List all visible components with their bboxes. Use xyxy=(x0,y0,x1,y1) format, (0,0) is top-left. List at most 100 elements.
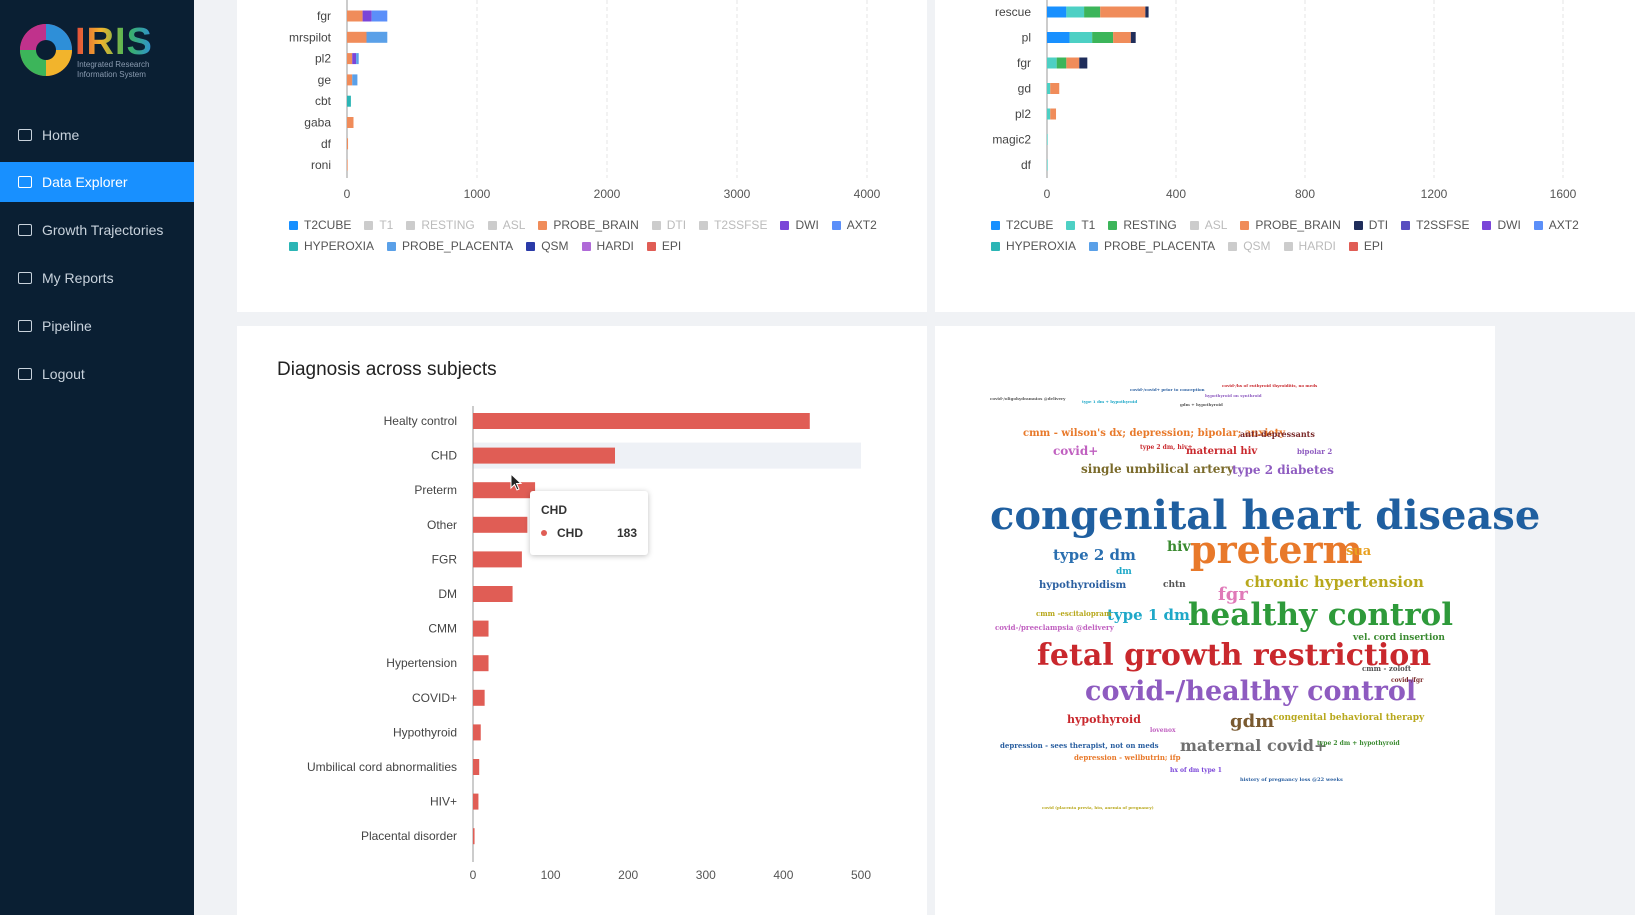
legend-item-axt2[interactable]: AXT2 xyxy=(831,218,877,232)
sidebar-item-growth-trajectories[interactable]: Growth Trajectories xyxy=(0,210,194,250)
legend-item-probe_brain[interactable]: PROBE_BRAIN xyxy=(538,218,639,232)
stacked-bar-segment[interactable] xyxy=(1100,6,1146,18)
legend-item-t1[interactable]: T1 xyxy=(364,218,393,232)
diagnosis-bar[interactable] xyxy=(473,689,485,706)
legend-item-t2cube[interactable]: T2CUBE xyxy=(289,218,351,232)
legend-item-hyperoxia[interactable]: HYPEROXIA xyxy=(991,239,1076,253)
legend-item-dwi[interactable]: DWI xyxy=(780,218,819,232)
stacked-bar-segment[interactable] xyxy=(1084,6,1101,18)
legend-item-epi[interactable]: EPI xyxy=(646,239,681,253)
stacked-bar-segment[interactable] xyxy=(347,95,351,107)
wordcloud-word: covid-/hx of euthyroid thyroiditis, no m… xyxy=(1222,383,1318,388)
diagnosis-bar[interactable] xyxy=(473,482,536,499)
stacked-bar-segment[interactable] xyxy=(1066,6,1085,18)
stacked-bar-segment[interactable] xyxy=(1050,83,1060,94)
mouse-cursor-icon xyxy=(510,473,523,491)
stacked-bar-segment[interactable] xyxy=(347,138,349,150)
legend-swatch xyxy=(1228,241,1238,251)
legend-swatch xyxy=(1283,241,1293,251)
stacked-bar-segment[interactable] xyxy=(352,74,358,86)
legend-item-qsm[interactable]: QSM xyxy=(526,239,569,253)
legend-swatch xyxy=(487,220,497,230)
y-category-label: Placental disorder xyxy=(361,829,457,843)
stacked-bar-segment[interactable] xyxy=(1047,83,1051,94)
modality-bar-chart-left: 0 1000 2000 3000 4000 fgr mrspilot pl2 ge cbt gaba… xyxy=(289,0,881,200)
legend-item-hardi[interactable]: HARDI xyxy=(1283,239,1336,253)
diagnosis-bar[interactable] xyxy=(473,724,481,741)
stacked-bar-segment[interactable] xyxy=(1047,57,1057,69)
legend-item-t2cube[interactable]: T2CUBE xyxy=(991,218,1053,232)
iris-logo[interactable]: IRIS Integrated Research Information Sys… xyxy=(20,22,190,82)
stacked-bar-segment[interactable] xyxy=(362,10,372,22)
legend-item-probe_placenta[interactable]: PROBE_PLACENTA xyxy=(387,239,513,253)
sidebar-item-home[interactable]: Home xyxy=(0,115,194,155)
stacked-bar-segment[interactable] xyxy=(371,10,388,22)
wordcloud-word: sua xyxy=(1346,544,1372,559)
stacked-bar-segment[interactable] xyxy=(347,31,367,43)
stacked-bar-segment[interactable] xyxy=(1056,57,1067,69)
stacked-bar-segment[interactable] xyxy=(347,10,363,22)
stacked-bar-segment[interactable] xyxy=(347,159,348,171)
legend-item-hardi[interactable]: HARDI xyxy=(581,239,634,253)
legend-label: T2CUBE xyxy=(1006,218,1054,232)
sidebar-item-data-explorer[interactable]: Data Explorer xyxy=(0,162,194,202)
legend-item-hyperoxia[interactable]: HYPEROXIA xyxy=(289,239,374,253)
x-tick-label: 400 xyxy=(773,868,793,882)
diagnosis-bar[interactable] xyxy=(473,828,475,845)
stacked-bar-segment[interactable] xyxy=(356,53,359,65)
diagnosis-bar[interactable] xyxy=(473,516,528,533)
diagnosis-bar[interactable] xyxy=(473,793,479,810)
stacked-bar-segment[interactable] xyxy=(1047,108,1051,120)
legend-swatch xyxy=(581,241,591,251)
sidebar-item-logout[interactable]: Logout xyxy=(0,354,194,394)
legend-item-dti[interactable]: DTI xyxy=(1353,218,1388,232)
wordcloud-word: chtn xyxy=(1163,580,1186,590)
stacked-bar-segment[interactable] xyxy=(1092,32,1114,43)
stacked-bar-segment[interactable] xyxy=(1050,108,1057,120)
legend-swatch xyxy=(526,241,536,251)
stacked-bar-segment[interactable] xyxy=(347,117,354,128)
logo-subtitle: Integrated Research Information System xyxy=(77,60,150,79)
stacked-bar-segment[interactable] xyxy=(1145,6,1149,18)
stacked-bar-segment[interactable] xyxy=(1079,57,1088,69)
diagnosis-bar[interactable] xyxy=(473,447,616,464)
stacked-bar-segment[interactable] xyxy=(347,53,353,65)
stacked-bar-segment[interactable] xyxy=(352,53,357,65)
diagnosis-bar[interactable] xyxy=(473,551,522,568)
y-category-label: df xyxy=(321,137,332,151)
diagnosis-bar[interactable] xyxy=(473,655,489,672)
stacked-bar-segment[interactable] xyxy=(1069,32,1093,43)
stacked-bar-segment[interactable] xyxy=(1047,6,1067,18)
legend-item-t2ssfse[interactable]: T2SSFSE xyxy=(699,218,767,232)
wordcloud-word: fetal growth restriction xyxy=(1037,638,1432,673)
diagnosis-bar[interactable] xyxy=(473,759,480,775)
legend-item-axt2[interactable]: AXT2 xyxy=(1533,218,1579,232)
diagnosis-bar[interactable] xyxy=(473,413,810,429)
legend-item-resting[interactable]: RESTING xyxy=(406,218,475,232)
legend-item-probe_brain[interactable]: PROBE_BRAIN xyxy=(1240,218,1341,232)
stacked-bar-segment[interactable] xyxy=(1047,134,1048,145)
diagnosis-bar[interactable] xyxy=(473,620,489,637)
legend-item-dti[interactable]: DTI xyxy=(651,218,686,232)
sidebar-item-pipeline[interactable]: Pipeline xyxy=(0,306,194,346)
stacked-bar-segment[interactable] xyxy=(1066,57,1080,69)
stacked-bar-segment[interactable] xyxy=(1113,32,1131,43)
legend-item-t2ssfse[interactable]: T2SSFSE xyxy=(1401,218,1469,232)
legend-item-resting[interactable]: RESTING xyxy=(1108,218,1177,232)
sidebar-item-my-reports[interactable]: My Reports xyxy=(0,258,194,298)
stacked-bar-segment[interactable] xyxy=(1047,32,1070,43)
y-category-label: COVID+ xyxy=(412,691,457,705)
wordcloud-word: healthy control xyxy=(1188,597,1453,633)
stacked-bar-segment[interactable] xyxy=(347,74,353,86)
legend-item-asl[interactable]: ASL xyxy=(1189,218,1227,232)
legend-item-epi[interactable]: EPI xyxy=(1348,239,1383,253)
stacked-bar-segment[interactable] xyxy=(1130,32,1136,43)
legend-item-probe_placenta[interactable]: PROBE_PLACENTA xyxy=(1089,239,1215,253)
stacked-bar-segment[interactable] xyxy=(1047,159,1048,171)
legend-item-qsm[interactable]: QSM xyxy=(1228,239,1271,253)
legend-item-asl[interactable]: ASL xyxy=(487,218,525,232)
legend-item-dwi[interactable]: DWI xyxy=(1482,218,1521,232)
diagnosis-bar[interactable] xyxy=(473,586,513,602)
legend-item-t1[interactable]: T1 xyxy=(1066,218,1095,232)
stacked-bar-segment[interactable] xyxy=(366,31,388,43)
